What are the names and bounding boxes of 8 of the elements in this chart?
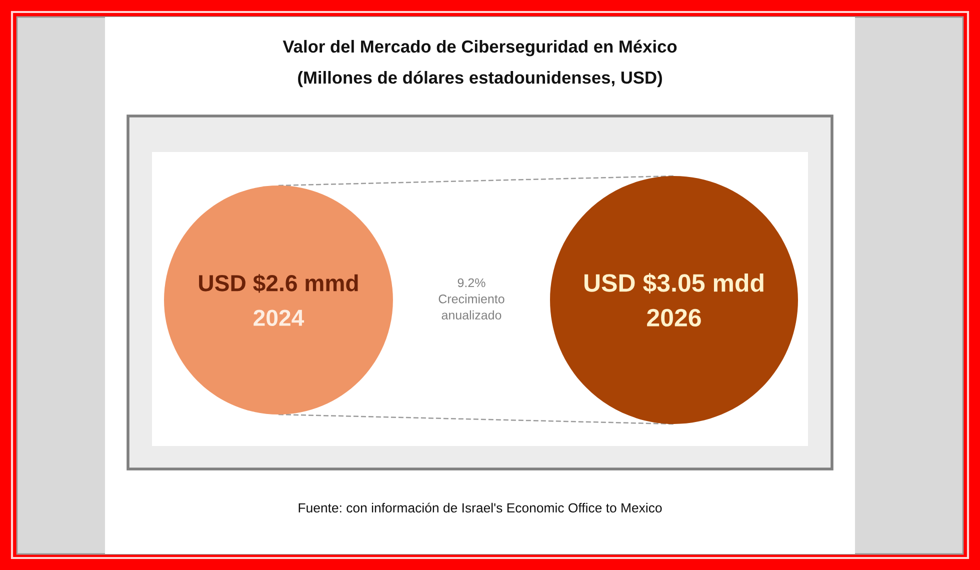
category-label: 2024	[254, 310, 304, 326]
text: Valor del Mercado de Ciberseguridad en México	[282, 40, 677, 56]
data-label: USD $3.05 mdd	[584, 273, 764, 294]
category-label: 2026	[647, 308, 701, 327]
text: 9.2% Crecimiento anualizado	[438, 278, 504, 320]
data-label: USD $2.6 mmd	[199, 274, 358, 293]
source-note: Fuente: con información de Israel's Economic Office to Mexico	[298, 502, 662, 513]
text: (Millones de dólares estadounidenses, USD)	[298, 70, 662, 88]
